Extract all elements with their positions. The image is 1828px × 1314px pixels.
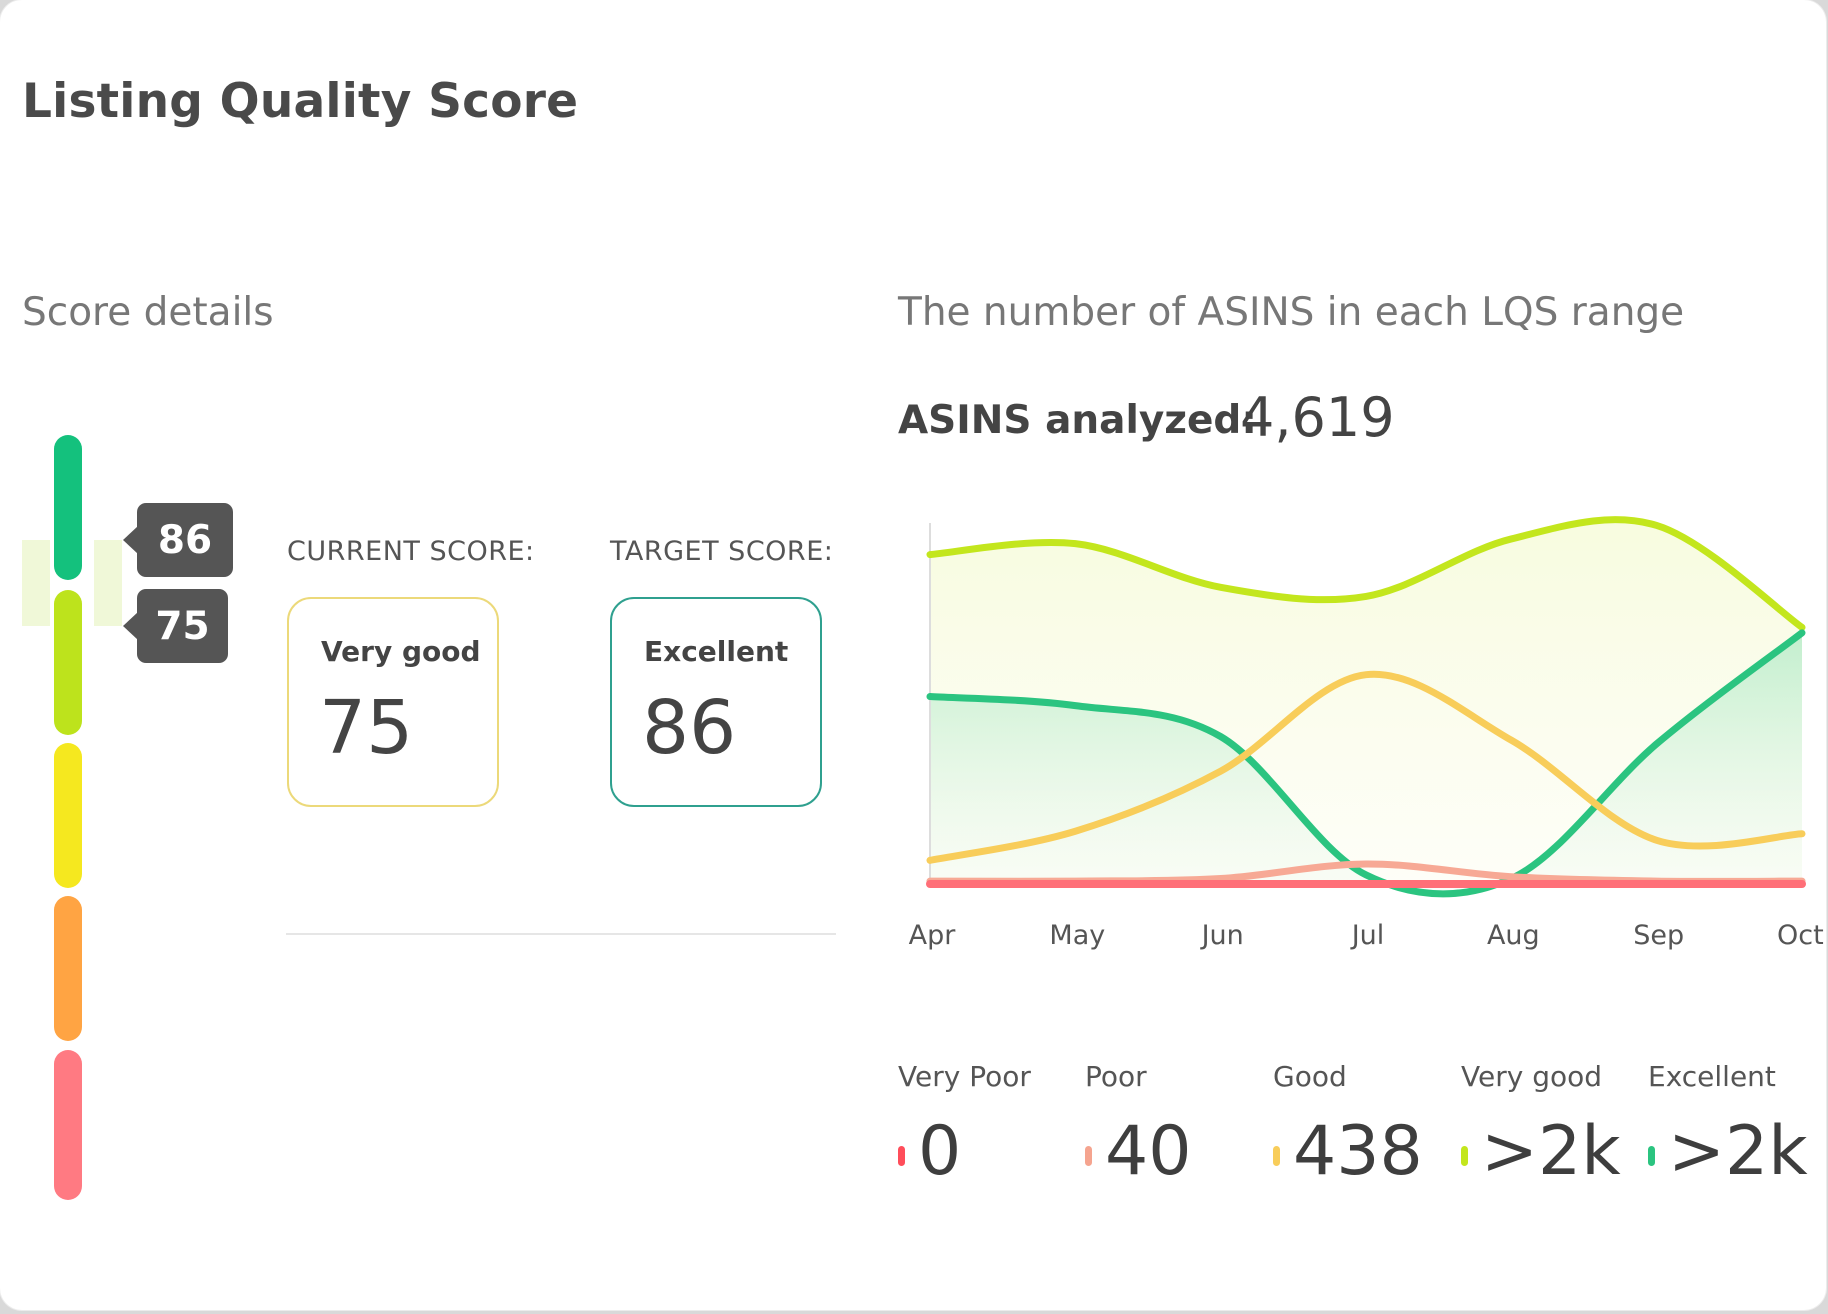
legend-item-very-poor: Very Poor 0 <box>898 1060 1088 1200</box>
scale-good <box>54 743 82 888</box>
target-grade: Excellent <box>644 635 789 668</box>
x-tick-label: Aug <box>1487 920 1540 951</box>
legend-count: >2k <box>1668 1112 1808 1191</box>
legend-color-marker <box>1461 1146 1468 1166</box>
legend-item-poor: Poor 40 <box>1085 1060 1275 1200</box>
legend-label: Poor <box>1085 1060 1147 1093</box>
legend-label: Excellent <box>1648 1060 1776 1093</box>
current-score-card: Very good 75 <box>287 597 499 807</box>
series-line-good <box>926 670 1806 864</box>
current-score-marker: 75 <box>137 589 228 663</box>
legend-item-good: Good 438 <box>1273 1060 1463 1200</box>
target-score-label: TARGET SCORE: <box>610 536 834 567</box>
legend-item-very-good: Very good >2k <box>1461 1060 1651 1200</box>
x-tick-label: Apr <box>909 920 957 951</box>
scale-very-poor <box>54 1050 82 1200</box>
legend-label: Very good <box>1461 1060 1602 1093</box>
target-score-card: Excellent 86 <box>610 597 822 807</box>
legend-color-marker <box>1648 1146 1655 1166</box>
current-grade: Very good <box>321 635 481 668</box>
current-score-label: CURRENT SCORE: <box>287 536 535 567</box>
current-score-value: 75 <box>319 685 414 771</box>
x-tick-label: May <box>1049 920 1105 951</box>
legend-color-marker <box>898 1146 905 1166</box>
target-score-value: 86 <box>642 685 737 771</box>
legend-color-marker <box>1273 1146 1280 1166</box>
legend-label: Good <box>1273 1060 1347 1093</box>
legend-count: 438 <box>1293 1112 1423 1191</box>
legend-item-excellent: Excellent >2k <box>1648 1060 1826 1200</box>
legend-color-marker <box>1085 1146 1092 1166</box>
legend-label: Very Poor <box>898 1060 1031 1093</box>
score-details-heading: Score details <box>22 290 274 335</box>
area-excellent <box>930 632 1802 894</box>
scale-very-good <box>54 590 82 735</box>
series-line-excellent <box>926 629 1806 898</box>
x-tick-label: Jun <box>1200 920 1244 951</box>
distribution-heading: The number of ASINS in each LQS range <box>898 290 1685 335</box>
x-tick-label: Sep <box>1633 920 1684 951</box>
asins-analyzed-value: 4,619 <box>1240 386 1395 449</box>
legend-count: >2k <box>1481 1112 1621 1191</box>
scale-excellent <box>54 435 82 580</box>
series-line-very-good <box>926 516 1806 631</box>
target-score-marker: 86 <box>137 503 233 577</box>
legend-count: 40 <box>1105 1112 1192 1191</box>
x-tick-label: Oct <box>1777 920 1824 951</box>
x-tick-label: Jul <box>1350 920 1385 951</box>
scale-poor <box>54 896 82 1041</box>
lqs-range-chart: Apr May Jun Jul Aug Sep Oct <box>909 516 1824 951</box>
divider <box>286 933 836 935</box>
page-title: Listing Quality Score <box>22 74 579 129</box>
legend-count: 0 <box>918 1112 962 1191</box>
asins-analyzed-label: ASINS analyzed: <box>898 398 1257 443</box>
